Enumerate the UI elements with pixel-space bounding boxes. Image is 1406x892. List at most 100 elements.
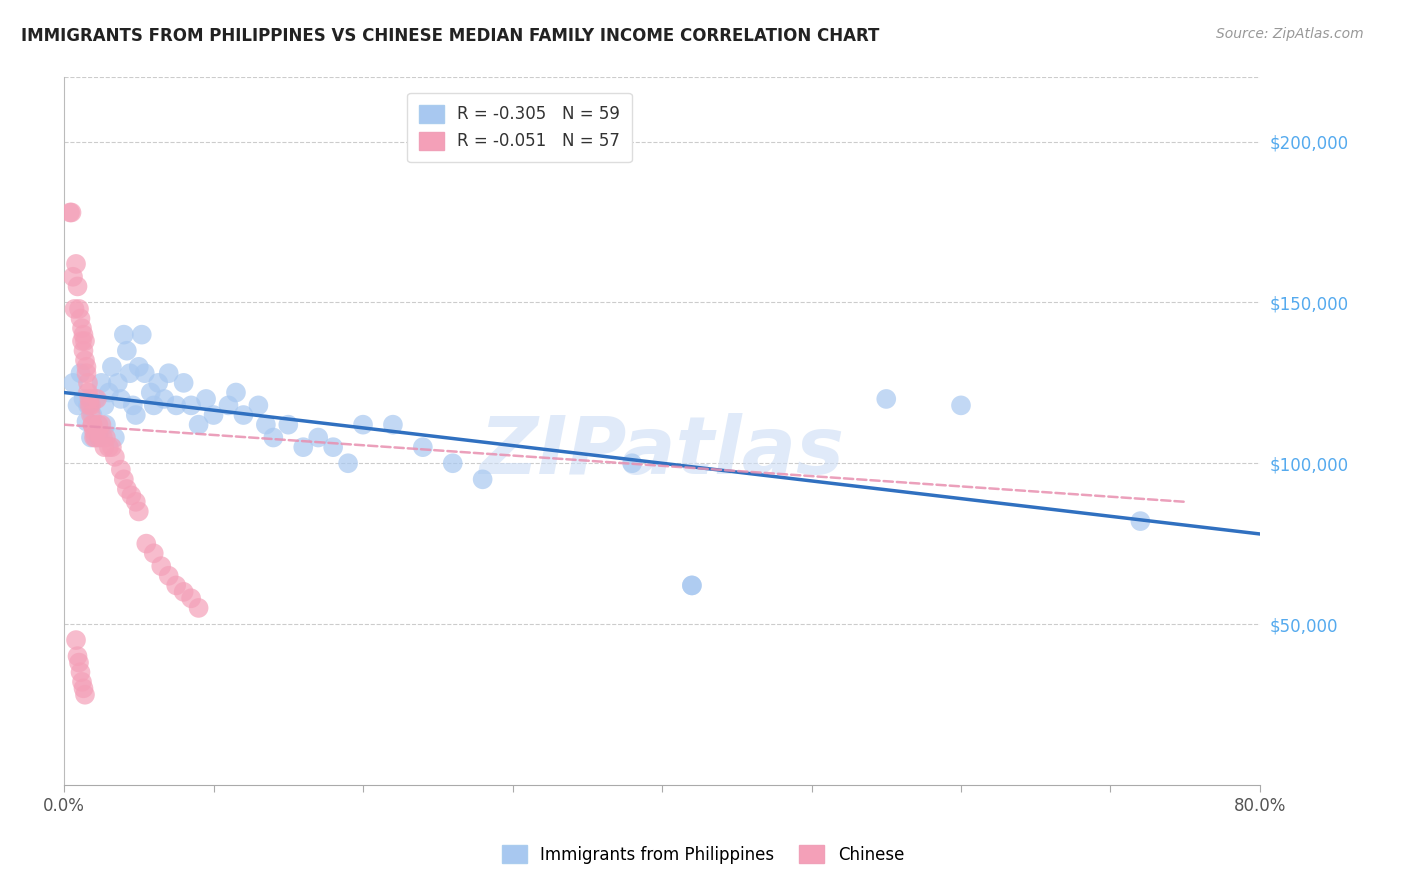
Point <box>76 414 98 428</box>
Point <box>110 392 132 406</box>
Point <box>66 398 89 412</box>
Point <box>70 674 93 689</box>
Point <box>150 559 173 574</box>
Point <box>69 665 91 680</box>
Point <box>148 376 170 390</box>
Text: Source: ZipAtlas.com: Source: ZipAtlas.com <box>1216 27 1364 41</box>
Point <box>84 392 107 406</box>
Point <box>173 376 195 390</box>
Legend: Immigrants from Philippines, Chinese: Immigrants from Philippines, Chinese <box>495 838 911 871</box>
Point <box>59 205 82 219</box>
Point <box>131 327 153 342</box>
Point <box>101 440 124 454</box>
Point <box>70 334 93 348</box>
Point <box>65 257 87 271</box>
Point <box>115 482 138 496</box>
Point <box>77 398 100 412</box>
Point <box>66 279 89 293</box>
Point <box>121 398 143 412</box>
Point <box>142 546 165 560</box>
Point <box>82 417 104 432</box>
Point <box>83 424 105 438</box>
Point <box>89 431 111 445</box>
Point <box>60 205 83 219</box>
Point <box>120 488 142 502</box>
Point <box>112 472 135 486</box>
Point <box>69 366 91 380</box>
Point <box>97 385 120 400</box>
Point <box>63 301 86 316</box>
Point <box>471 472 494 486</box>
Point <box>412 440 434 454</box>
Point <box>62 269 84 284</box>
Point <box>97 440 120 454</box>
Point <box>681 578 703 592</box>
Point <box>76 359 98 374</box>
Point <box>94 431 117 445</box>
Point <box>139 385 162 400</box>
Point <box>90 417 112 432</box>
Point <box>83 431 105 445</box>
Point <box>165 398 187 412</box>
Point <box>337 456 360 470</box>
Point <box>80 398 103 412</box>
Point <box>128 504 150 518</box>
Point <box>681 578 703 592</box>
Point <box>80 431 103 445</box>
Point <box>87 417 110 432</box>
Point <box>76 366 98 380</box>
Point <box>352 417 374 432</box>
Point <box>134 366 156 380</box>
Point <box>72 392 94 406</box>
Point <box>322 440 344 454</box>
Point <box>80 408 103 422</box>
Text: IMMIGRANTS FROM PHILIPPINES VS CHINESE MEDIAN FAMILY INCOME CORRELATION CHART: IMMIGRANTS FROM PHILIPPINES VS CHINESE M… <box>21 27 880 45</box>
Point <box>277 417 299 432</box>
Point <box>93 398 115 412</box>
Legend: R = -0.305   N = 59, R = -0.051   N = 57: R = -0.305 N = 59, R = -0.051 N = 57 <box>408 93 631 161</box>
Point <box>949 398 972 412</box>
Point <box>180 591 202 606</box>
Point <box>128 359 150 374</box>
Point <box>87 431 110 445</box>
Point <box>66 649 89 664</box>
Point <box>118 366 141 380</box>
Point <box>142 398 165 412</box>
Point <box>1129 514 1152 528</box>
Point <box>84 431 107 445</box>
Point <box>153 392 176 406</box>
Point <box>202 408 225 422</box>
Point <box>187 417 209 432</box>
Point <box>157 568 180 582</box>
Point <box>180 398 202 412</box>
Point <box>69 311 91 326</box>
Point <box>187 601 209 615</box>
Point <box>79 398 101 412</box>
Point <box>77 376 100 390</box>
Point <box>381 417 404 432</box>
Point <box>262 431 284 445</box>
Point <box>110 463 132 477</box>
Point <box>93 440 115 454</box>
Point <box>72 343 94 358</box>
Point <box>91 431 114 445</box>
Point <box>73 688 96 702</box>
Point <box>107 376 129 390</box>
Point <box>65 633 87 648</box>
Point <box>621 456 644 470</box>
Point <box>195 392 218 406</box>
Point <box>125 408 148 422</box>
Point <box>875 392 897 406</box>
Point <box>292 440 315 454</box>
Text: ZIPatlas: ZIPatlas <box>479 413 845 491</box>
Point <box>104 431 127 445</box>
Point <box>90 376 112 390</box>
Point <box>62 376 84 390</box>
Point <box>135 536 157 550</box>
Point <box>441 456 464 470</box>
Point <box>307 431 329 445</box>
Point <box>218 398 240 412</box>
Point <box>232 408 254 422</box>
Point <box>173 585 195 599</box>
Point <box>70 321 93 335</box>
